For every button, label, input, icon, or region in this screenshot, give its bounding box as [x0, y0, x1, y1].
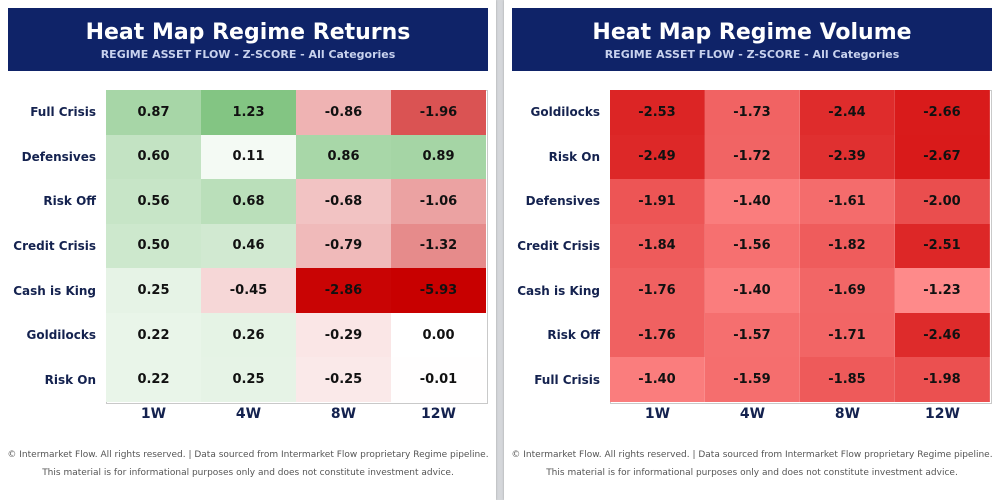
- heatmap-cell: -0.68: [296, 179, 391, 224]
- row-label: Risk Off: [547, 328, 600, 343]
- heatmap-cell: -2.00: [895, 179, 990, 224]
- heatmap-cell: 0.00: [391, 312, 486, 358]
- heatmap-cell: 1.23: [201, 90, 296, 135]
- heatmap-cell: -1.40: [705, 268, 800, 313]
- heatmap-cell: 0.60: [106, 134, 201, 180]
- chart-title: Heat Map Regime Volume: [592, 20, 912, 45]
- heatmap-cell: -0.29: [296, 312, 391, 358]
- heatmap-cell: -1.56: [705, 223, 800, 269]
- row-label: Full Crisis: [534, 372, 600, 387]
- heatmap-cell: -1.84: [610, 223, 705, 269]
- row-label: Full Crisis: [30, 105, 96, 120]
- heatmap-cell: -1.82: [800, 223, 895, 269]
- heatmap-cell: 0.50: [106, 223, 201, 269]
- heatmap-cell: -2.44: [800, 90, 895, 135]
- heatmap-cell: -2.39: [800, 134, 895, 180]
- heatmap-cell: -0.86: [296, 90, 391, 135]
- heatmap-cell: 0.56: [106, 179, 201, 224]
- heatmap-cell: -1.85: [800, 357, 895, 402]
- footer-disclaimer: This material is for informational purpo…: [42, 468, 454, 478]
- heatmap-cell: -1.40: [705, 179, 800, 224]
- heatmap-cell: -2.46: [895, 312, 990, 358]
- row-label: Cash is King: [517, 283, 600, 298]
- heatmap-cell: -1.57: [705, 312, 800, 358]
- heatmap-cell: -0.45: [201, 268, 296, 313]
- heatmap-cell: -1.59: [705, 357, 800, 402]
- returns-heatmap-panel: Heat Map Regime Returns REGIME ASSET FLO…: [0, 0, 496, 500]
- heatmap-cell: -2.66: [895, 90, 990, 135]
- row-label: Credit Crisis: [13, 238, 96, 253]
- heatmap-cell: -0.25: [296, 357, 391, 402]
- heatmap-cell: -0.79: [296, 223, 391, 269]
- heatmap-cell: 0.89: [391, 134, 486, 180]
- row-label: Risk On: [44, 372, 96, 387]
- heatmap-cell: -2.67: [895, 134, 990, 180]
- heatmap-cell: -1.71: [800, 312, 895, 358]
- heatmap-cell: -1.76: [610, 268, 705, 313]
- heatmap-cell: -1.23: [895, 268, 990, 313]
- column-label: 8W: [330, 406, 357, 422]
- heatmap-cell: -1.73: [705, 90, 800, 135]
- row-label: Risk Off: [43, 194, 96, 209]
- heatmap-cell: 0.25: [201, 357, 296, 402]
- heatmap-cell: -1.72: [705, 134, 800, 180]
- footer-copyright: © Intermarket Flow. All rights reserved.…: [511, 450, 993, 460]
- row-label: Defensives: [525, 194, 600, 209]
- heatmap-cell: 0.86: [296, 134, 391, 180]
- heatmap-cell: -1.32: [391, 223, 486, 269]
- heatmap-cell: 0.11: [201, 134, 296, 180]
- heatmap-cell: 0.25: [106, 268, 201, 313]
- chart-subtitle: REGIME ASSET FLOW - Z-SCORE - All Catego…: [100, 48, 396, 61]
- column-label: 1W: [644, 406, 671, 422]
- heatmap-cell: 0.68: [201, 179, 296, 224]
- heatmap-cell: 0.46: [201, 223, 296, 269]
- heatmap-cell: -2.86: [296, 268, 391, 313]
- chart-header: Heat Map Regime Returns REGIME ASSET FLO…: [8, 8, 488, 71]
- heatmap-cell: -1.06: [391, 179, 486, 224]
- heatmap-cell: -1.40: [610, 357, 705, 402]
- row-label: Defensives: [21, 149, 96, 164]
- heatmap-cell: 0.26: [201, 312, 296, 358]
- row-label: Credit Crisis: [517, 238, 600, 253]
- heatmap-cell: -2.53: [610, 90, 705, 135]
- heatmap-cell: -1.91: [610, 179, 705, 224]
- heatmap-cell: -0.01: [391, 357, 486, 402]
- heatmap-cell: -1.61: [800, 179, 895, 224]
- heatmap-cell: -2.49: [610, 134, 705, 180]
- column-label: 8W: [834, 406, 861, 422]
- heatmap-cell: 0.87: [106, 90, 201, 135]
- chart-header: Heat Map Regime Volume REGIME ASSET FLOW…: [512, 8, 992, 71]
- column-label: 12W: [421, 406, 456, 422]
- heatmap-cell: -1.76: [610, 312, 705, 358]
- column-label: 4W: [235, 406, 262, 422]
- heatmap-cell: -5.93: [391, 268, 486, 313]
- chart-title: Heat Map Regime Returns: [85, 20, 411, 45]
- heatmap-cell: -1.96: [391, 90, 486, 135]
- column-label: 4W: [739, 406, 766, 422]
- row-label: Goldilocks: [26, 328, 96, 343]
- heatmap-cell: -1.98: [895, 357, 990, 402]
- heatmap-cell: -1.69: [800, 268, 895, 313]
- heatmap-cell: 0.22: [106, 312, 201, 358]
- column-label: 1W: [140, 406, 167, 422]
- volume-heatmap-panel: Heat Map Regime Volume REGIME ASSET FLOW…: [504, 0, 1000, 500]
- chart-subtitle: REGIME ASSET FLOW - Z-SCORE - All Catego…: [604, 48, 900, 61]
- row-label: Cash is King: [13, 283, 96, 298]
- heatmap-cell: 0.22: [106, 357, 201, 402]
- row-label: Goldilocks: [530, 105, 600, 120]
- row-label: Risk On: [548, 149, 600, 164]
- footer-disclaimer: This material is for informational purpo…: [546, 468, 958, 478]
- heatmap-cell: -2.51: [895, 223, 990, 269]
- column-label: 12W: [925, 406, 960, 422]
- footer-copyright: © Intermarket Flow. All rights reserved.…: [7, 450, 489, 460]
